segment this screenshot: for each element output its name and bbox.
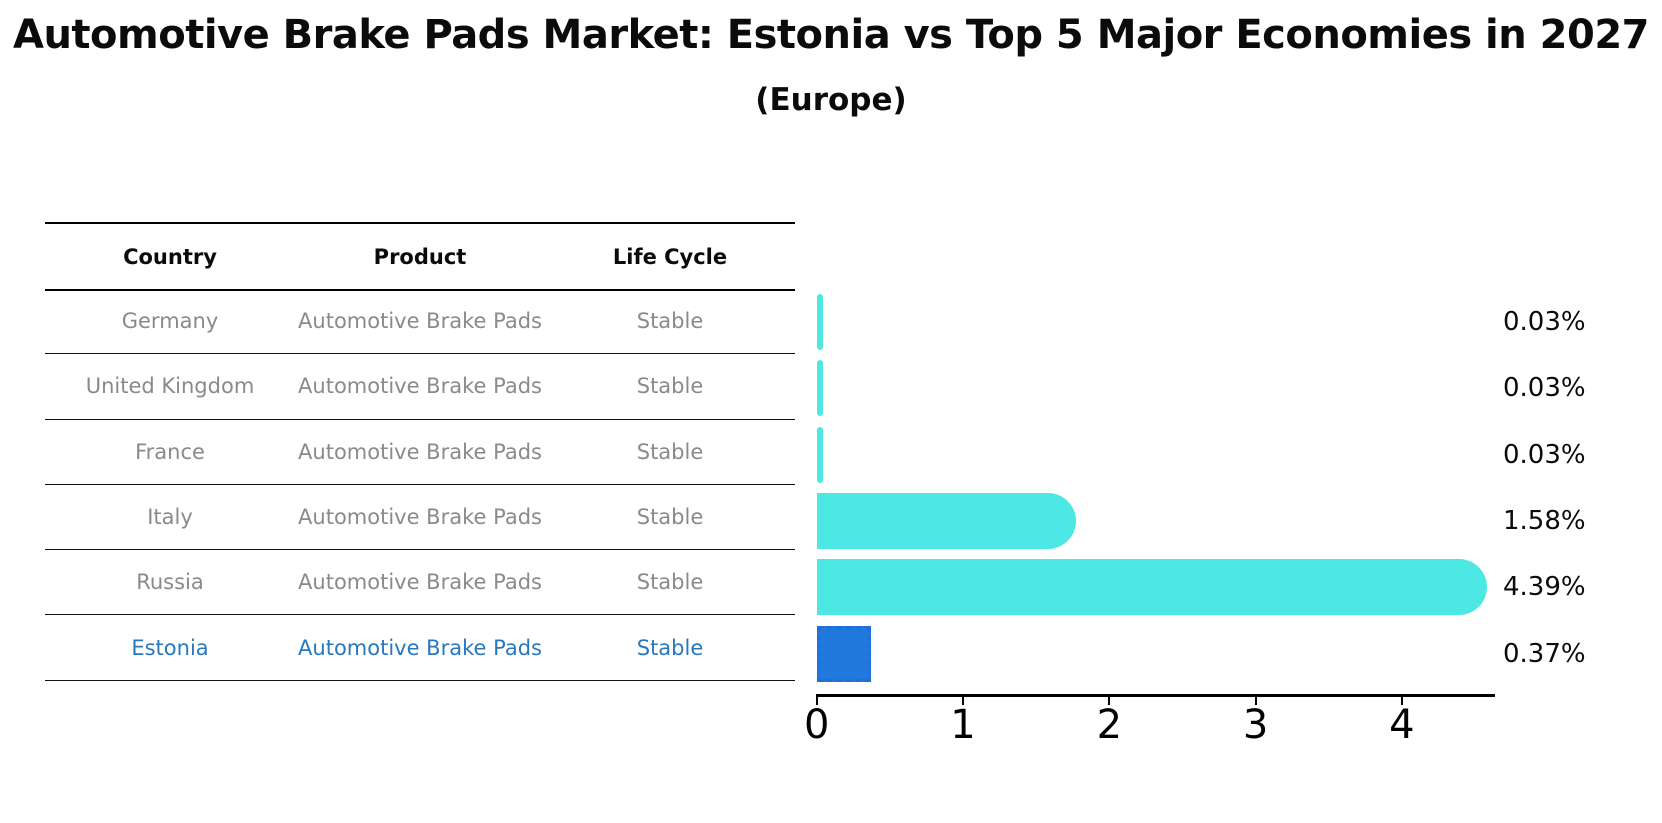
table-cell-country: United Kingdom [85,374,255,399]
bar-russia [816,559,1487,616]
bar-italy [816,492,1076,549]
table-cell-life-cycle: Stable [636,439,704,464]
table-cell-product: Automotive Brake Pads [298,309,542,334]
x-tick-label: 1 [950,702,976,748]
table-cell-product: Automotive Brake Pads [298,374,542,399]
table-cell-product: Automotive Brake Pads [298,439,542,464]
bar-united-kingdom [816,360,823,417]
table-row: France Automotive Brake Pads Stable [45,420,795,485]
table-cell-life-cycle: Stable [636,374,704,399]
table-body: Germany Automotive Brake Pads Stable United… [45,289,795,681]
table-header-product: Product [373,244,467,269]
bar-highlight-estonia [816,625,871,682]
table-cell-product: Automotive Brake Pads [298,635,542,660]
table-cell-country: France [135,439,205,464]
table-cell-country: Russia [136,570,204,595]
table-row: Estonia Automotive Brake Pads Stable [45,615,795,681]
table-row: Italy Automotive Brake Pads Stable [45,485,795,551]
table-cell-product: Automotive Brake Pads [298,570,542,595]
table-row: United Kingdom Automotive Brake Pads Stabl… [45,354,795,420]
table-row: Germany Automotive Brake Pads Stable [45,289,795,355]
x-tick-mark [815,696,818,705]
value-label: 1.58% [1503,505,1586,536]
table-header-life-cycle: Life Cycle [612,244,728,269]
bar-france [816,426,823,483]
table-cell-country: Germany [121,309,219,334]
value-label: 0.37% [1503,638,1586,669]
table-header-country: Country [123,244,217,269]
x-tick-mark [1108,696,1111,705]
x-tick-label: 3 [1242,702,1269,748]
x-axis-line [816,694,1495,697]
x-tick-mark [1400,696,1403,705]
x-tick-mark [1254,696,1257,705]
x-tick-mark [962,696,964,705]
x-tick-label: 2 [1096,702,1123,748]
x-tick-label: 0 [803,702,830,748]
value-label: 0.03% [1503,439,1586,470]
table-header-row: Country Product Life Cycle [45,222,795,291]
chart-title: Automotive Brake Pads Market: Estonia vs… [13,12,1650,58]
value-label: 0.03% [1503,307,1586,337]
table-cell-country: Estonia [131,635,209,660]
table-row: Russia Automotive Brake Pads Stable [45,550,795,616]
table-cell-life-cycle: Stable [636,309,704,334]
value-label: 0.03% [1503,373,1586,404]
x-tick-label: 4 [1389,702,1415,748]
chart-subtitle: (Europe) [755,82,907,118]
bar-germany [816,294,823,350]
table-cell-life-cycle: Stable [636,570,704,595]
table-cell-life-cycle: Stable [636,505,704,530]
value-label: 4.39% [1503,572,1586,603]
table-cell-country: Italy [147,505,193,530]
table-cell-life-cycle: Stable [636,635,704,660]
table-cell-product: Automotive Brake Pads [298,505,542,530]
